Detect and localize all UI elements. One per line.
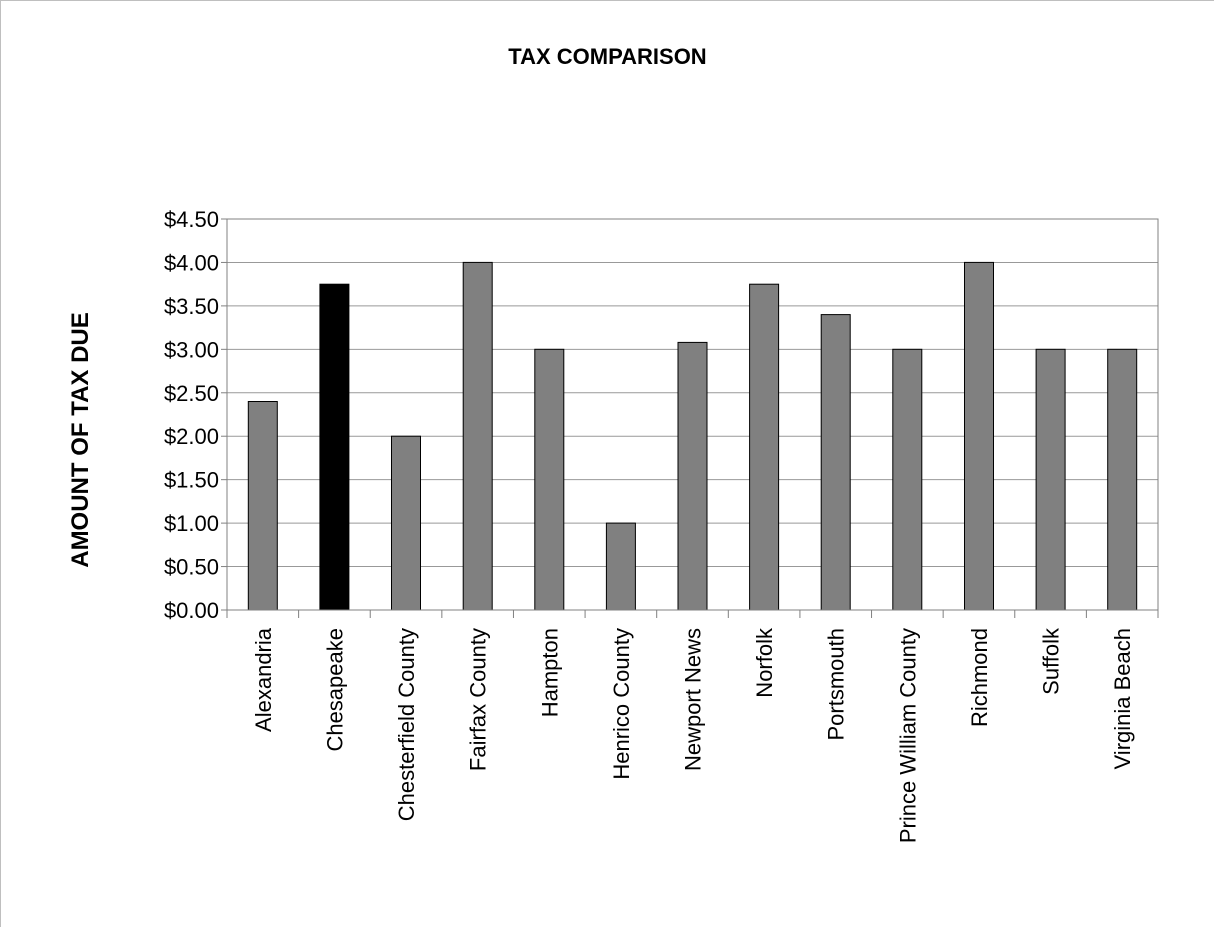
bar-fairfax-county — [462, 261, 493, 611]
y-tick-label: $3.50 — [164, 294, 219, 319]
x-tick-label: Henrico County — [609, 628, 634, 780]
x-tick-label: Portsmouth — [824, 628, 849, 741]
bar-richmond — [964, 261, 994, 611]
bar-suffolk — [1035, 348, 1066, 611]
bar-chesterfield-county — [391, 435, 421, 611]
x-tick-label: Alexandria — [251, 627, 276, 732]
bar-alexandria — [247, 401, 278, 611]
bar-henrico-county — [605, 522, 636, 611]
bar-chesapeake — [319, 283, 350, 611]
chart-title: TAX COMPARISON — [508, 44, 707, 69]
bar-newport-news — [677, 341, 708, 611]
x-tick-label: Hampton — [537, 628, 562, 717]
y-tick-label: $1.00 — [164, 511, 219, 536]
bar-norfolk — [749, 283, 780, 611]
y-tick-label: $1.50 — [164, 468, 219, 493]
y-axis-title: AMOUNT OF TAX DUE — [67, 312, 94, 568]
y-tick-label: $0.50 — [164, 555, 219, 580]
x-tick-label: Richmond — [967, 628, 992, 727]
bar-prince-william-county — [892, 348, 923, 611]
x-tick-label: Newport News — [681, 628, 706, 771]
x-tick-label: Chesapeake — [322, 628, 347, 752]
x-tick-labels: Alexandria Chesapeake Chesterfield County F… — [251, 627, 1135, 843]
bar-portsmouth — [820, 314, 851, 611]
x-tick-label: Suffolk — [1039, 627, 1064, 695]
bar-hampton — [534, 348, 565, 611]
y-tick-label: $0.00 — [164, 598, 219, 623]
bar-virginia-beach — [1107, 348, 1138, 611]
x-tick-label: Fairfax County — [466, 628, 491, 771]
x-tick-label: Chesterfield County — [394, 628, 419, 821]
y-tick-label: $2.50 — [164, 381, 219, 406]
bars — [247, 261, 1138, 611]
axes — [221, 218, 1159, 618]
y-tick-labels: $0.00 $0.50 $1.00 $1.50 $2.00 $2.50 $3.00 $3.50… — [164, 207, 219, 623]
x-tick-label: Prince William County — [895, 628, 920, 843]
y-tick-label: $2.00 — [164, 424, 219, 449]
x-tick-label: Norfolk — [752, 627, 777, 698]
plot-area — [226, 218, 1159, 611]
y-tick-label: $4.50 — [164, 207, 219, 232]
y-tick-label: $4.00 — [164, 250, 219, 275]
y-tick-label: $3.00 — [164, 337, 219, 362]
x-tick-label: Virginia Beach — [1110, 628, 1135, 769]
